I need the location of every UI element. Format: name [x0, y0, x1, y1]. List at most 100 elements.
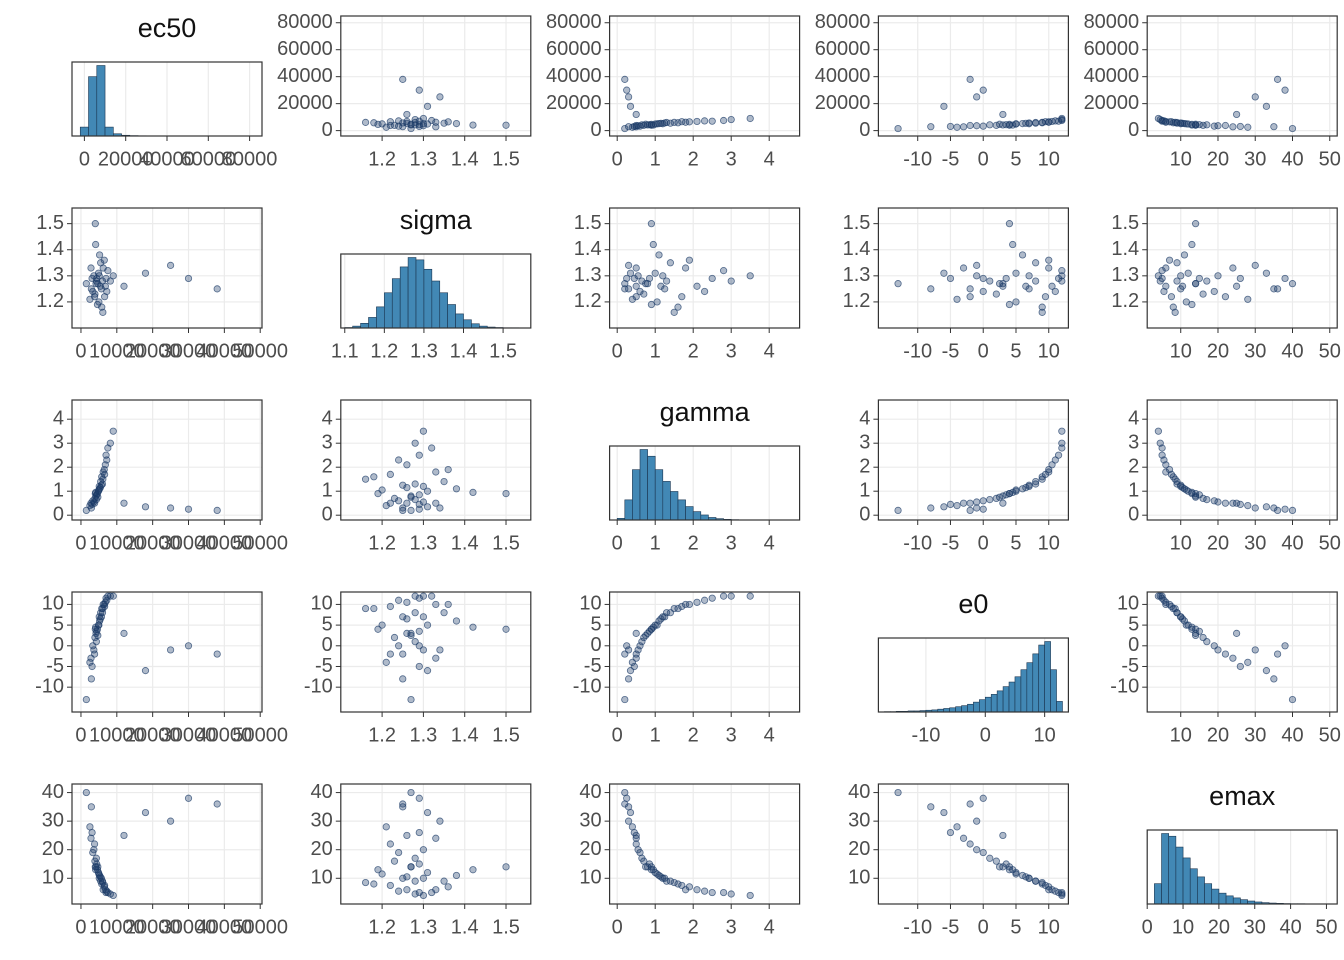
point: [1160, 287, 1168, 296]
point: [973, 817, 981, 825]
y-tick-label: 5: [322, 613, 333, 635]
point: [395, 497, 403, 505]
point: [638, 277, 646, 285]
y-tick-label: -5: [46, 655, 64, 677]
point: [1025, 874, 1033, 882]
point: [1171, 308, 1179, 316]
point: [1005, 220, 1014, 228]
y-tick-label: 1.4: [36, 238, 64, 260]
y-tick-label: 1.3: [574, 264, 602, 286]
point: [992, 857, 1000, 865]
y-tick-label: 1: [53, 479, 64, 501]
point: [1154, 592, 1162, 600]
point: [685, 256, 694, 264]
point: [370, 119, 378, 127]
y-tick-label: -10: [573, 675, 602, 697]
point: [666, 259, 675, 267]
x-tick-label: 40: [1281, 724, 1303, 746]
point: [1262, 269, 1271, 277]
point: [1281, 505, 1289, 513]
y-tick-label: 80000: [277, 11, 333, 33]
point: [662, 609, 671, 617]
point: [626, 808, 635, 817]
point: [386, 840, 394, 848]
y-tick-label: 30: [42, 809, 64, 831]
point: [1177, 285, 1185, 293]
point: [213, 800, 221, 808]
point: [621, 285, 629, 293]
x-tick-label: 40: [1281, 532, 1303, 554]
panel-frame: [877, 207, 1070, 329]
point: [647, 625, 656, 633]
point: [1270, 504, 1278, 512]
x-tick-label: 20000: [125, 916, 181, 938]
point: [632, 629, 640, 637]
x-tick-label: 0: [75, 916, 86, 938]
point: [1192, 121, 1200, 129]
point: [1188, 240, 1196, 249]
point: [395, 456, 403, 464]
y-tick-label: 1.5: [36, 212, 64, 234]
point: [432, 654, 440, 662]
point: [91, 220, 99, 228]
point: [1032, 480, 1040, 488]
x-tick-label: 4: [764, 148, 775, 170]
point: [1221, 650, 1230, 658]
point: [94, 863, 102, 871]
point: [1167, 470, 1176, 478]
point: [469, 121, 477, 129]
x-tick-label: 5: [1010, 916, 1021, 938]
point: [1221, 121, 1230, 130]
point: [87, 264, 95, 272]
point: [440, 877, 448, 885]
point: [634, 646, 642, 654]
y-tick-label: 5: [1128, 613, 1139, 635]
point: [120, 629, 128, 637]
point: [436, 817, 444, 825]
hist-bar: [961, 705, 968, 713]
point: [959, 499, 968, 507]
point: [361, 878, 370, 887]
point: [91, 489, 99, 498]
point: [419, 114, 428, 123]
point: [623, 274, 631, 283]
point: [1262, 667, 1271, 675]
point: [1041, 293, 1050, 301]
point: [403, 873, 411, 881]
point: [973, 504, 981, 512]
point: [628, 295, 637, 303]
point: [1038, 118, 1046, 126]
point: [630, 274, 638, 283]
point: [213, 506, 221, 514]
y-tick-label: 20: [579, 838, 601, 860]
y-tick-label: 20: [42, 838, 64, 860]
point: [953, 295, 961, 303]
point: [1273, 650, 1282, 658]
point: [973, 272, 981, 280]
x-tick-label: 20000: [125, 532, 181, 554]
y-tick-label: 20: [311, 838, 333, 860]
y-tick-label: 10: [1117, 593, 1139, 615]
y-tick-label: 0: [1128, 119, 1139, 141]
y-tick-label: 40: [42, 781, 64, 803]
point: [1251, 646, 1259, 654]
point: [1048, 461, 1056, 469]
point: [661, 874, 669, 882]
point: [999, 110, 1007, 119]
point: [966, 75, 974, 83]
point: [1169, 303, 1177, 311]
y-tick-label: 20: [848, 838, 870, 860]
point: [411, 877, 419, 885]
point: [624, 93, 633, 101]
y-tick-label: 40: [848, 781, 870, 803]
point: [370, 880, 378, 888]
point: [415, 451, 423, 459]
point: [166, 504, 175, 512]
point: [502, 489, 510, 498]
point: [1160, 456, 1168, 464]
hist-bar: [662, 481, 671, 521]
